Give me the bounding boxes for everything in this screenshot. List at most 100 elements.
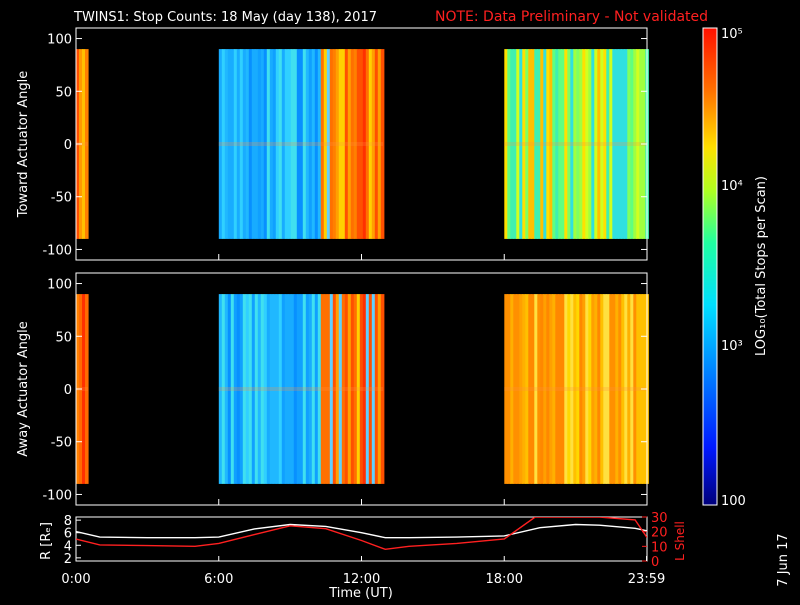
heat-column [317, 294, 322, 484]
heat-column [85, 294, 89, 484]
heat-column [245, 49, 250, 239]
r-tick-label: 4 [64, 539, 72, 554]
heat-column [287, 49, 292, 239]
heat-column [335, 294, 340, 484]
heat-column [82, 294, 86, 484]
heat-column [284, 49, 289, 239]
heat-column [588, 294, 592, 484]
heat-column [218, 49, 223, 239]
heat-column [332, 49, 337, 239]
heat-column [504, 49, 508, 239]
heat-column [558, 49, 562, 239]
heat-column [603, 49, 607, 239]
heat-column [320, 294, 325, 484]
x-axis-label: Time (UT) [328, 586, 393, 600]
heat-column [552, 49, 556, 239]
heat-column [519, 294, 523, 484]
heat-column [510, 49, 514, 239]
ytick-label: 0 [64, 138, 72, 153]
heat-column [275, 49, 280, 239]
ytick-label: 0 [64, 383, 72, 398]
colorbar-tick-bottom: 100 [721, 494, 746, 509]
heat-column [242, 294, 247, 484]
heat-column [540, 49, 544, 239]
heat-column [239, 294, 244, 484]
heat-column [513, 49, 517, 239]
heat-column [239, 49, 244, 239]
heat-column [365, 294, 370, 484]
heat-column [311, 49, 316, 239]
lshell-tick-label: 20 [651, 526, 668, 541]
heat-column [353, 294, 358, 484]
zero-angle-band [218, 387, 383, 391]
heat-column [317, 49, 322, 239]
heat-column [82, 49, 86, 239]
heat-column [293, 294, 298, 484]
heat-column [597, 49, 601, 239]
heat-column [561, 49, 565, 239]
heat-column [299, 49, 304, 239]
heat-column [546, 49, 550, 239]
heat-column [230, 49, 235, 239]
heat-column [266, 294, 271, 484]
r-series-line [76, 523, 647, 539]
heat-column [591, 294, 595, 484]
away-yticks: 100 50 0 -50 -100 [42, 278, 648, 505]
heat-column [233, 294, 238, 484]
heat-column [549, 294, 553, 484]
heat-column [257, 294, 262, 484]
heat-column [582, 49, 586, 239]
heat-column [531, 294, 535, 484]
heat-column [558, 294, 562, 484]
heat-column [356, 294, 361, 484]
heat-column [356, 49, 361, 239]
heat-column [371, 294, 376, 484]
heat-column [555, 294, 559, 484]
heat-column [257, 49, 262, 239]
heat-column [260, 49, 265, 239]
heat-column [323, 49, 328, 239]
heat-column [606, 49, 610, 239]
toward-angle-panel [76, 49, 649, 239]
heat-column [636, 49, 640, 239]
heat-column [365, 49, 370, 239]
lshell-tick-label: 30 [651, 511, 668, 526]
lshell-tick-label: 0 [651, 555, 659, 570]
heat-column [323, 294, 328, 484]
heat-column [281, 49, 286, 239]
heat-column [85, 49, 89, 239]
away-angle-panel [76, 294, 649, 484]
heat-column [272, 49, 277, 239]
ytick-label: 100 [47, 33, 72, 48]
heat-column [540, 294, 544, 484]
heat-column [224, 294, 229, 484]
heat-column [251, 49, 256, 239]
heat-column [621, 294, 625, 484]
heat-column [371, 49, 376, 239]
heat-column [302, 294, 307, 484]
heat-column [296, 49, 301, 239]
heat-column [507, 49, 511, 239]
heat-column [326, 294, 331, 484]
heat-column [341, 294, 346, 484]
heat-column [326, 49, 331, 239]
ytick-label: -50 [51, 191, 72, 206]
heat-column [513, 294, 517, 484]
heat-column [609, 49, 613, 239]
heat-column [278, 49, 283, 239]
heat-column [636, 294, 640, 484]
heat-column [579, 49, 583, 239]
heat-column [359, 294, 364, 484]
heat-column [573, 49, 577, 239]
heat-column [585, 294, 589, 484]
ytick-label: -100 [42, 488, 72, 503]
heat-column [338, 294, 343, 484]
xtick-label: 6:00 [204, 572, 233, 587]
heat-column [374, 294, 379, 484]
heat-column [305, 294, 310, 484]
heat-column [546, 294, 550, 484]
heat-column [624, 294, 628, 484]
heat-column [570, 294, 574, 484]
heat-column [344, 294, 349, 484]
heat-column [248, 294, 253, 484]
